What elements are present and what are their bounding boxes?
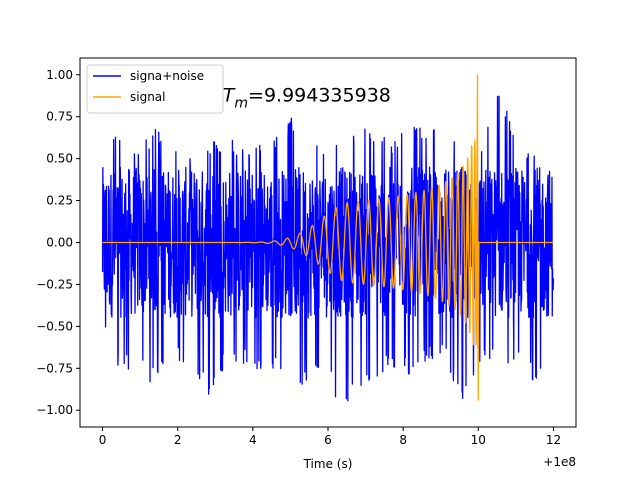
svg-text:Tm=9.994335938: Tm=9.994335938 bbox=[223, 85, 391, 112]
x-tick-label: 8 bbox=[399, 433, 407, 447]
y-tick-label: −0.25 bbox=[36, 277, 73, 291]
y-tick-label: 1.00 bbox=[46, 68, 73, 82]
annotation-value: =9.994335938 bbox=[248, 85, 391, 107]
y-tick-label: −0.50 bbox=[36, 319, 73, 333]
y-tick-label: 0.25 bbox=[46, 194, 73, 208]
legend: signa+noise signal bbox=[86, 64, 224, 114]
x-tick-label: 10 bbox=[471, 433, 486, 447]
y-tick-label: −0.75 bbox=[36, 361, 73, 375]
series-signal-line bbox=[102, 74, 554, 401]
x-axis-ticks: 0 2 4 6 8 10 12 bbox=[99, 427, 561, 447]
y-tick-label: 0.50 bbox=[46, 152, 73, 166]
x-axis-label: Time (s) bbox=[303, 457, 353, 471]
x-tick-label: 2 bbox=[174, 433, 182, 447]
y-axis-ticks: 1.00 0.75 0.50 0.25 0.00 −0.25 −0.50 −0.75 −1.00 bbox=[36, 68, 80, 417]
x-tick-label: 0 bbox=[99, 433, 107, 447]
x-tick-label: 12 bbox=[546, 433, 561, 447]
legend-box bbox=[86, 64, 224, 114]
x-axis-offset-label: +1e8 bbox=[543, 455, 576, 469]
annotation-symbol: T bbox=[223, 85, 236, 107]
annotation-subscript: m bbox=[234, 96, 248, 112]
x-tick-label: 6 bbox=[324, 433, 332, 447]
y-tick-label: −1.00 bbox=[36, 403, 73, 417]
legend-label-signal: signal bbox=[130, 90, 166, 104]
plot-area bbox=[101, 74, 555, 402]
annotation-tm: Tm=9.994335938 bbox=[223, 85, 391, 112]
legend-label-signal-noise: signa+noise bbox=[130, 69, 204, 83]
y-tick-label: 0.75 bbox=[46, 110, 73, 124]
y-tick-label: 0.00 bbox=[46, 236, 73, 250]
x-tick-label: 4 bbox=[249, 433, 257, 447]
